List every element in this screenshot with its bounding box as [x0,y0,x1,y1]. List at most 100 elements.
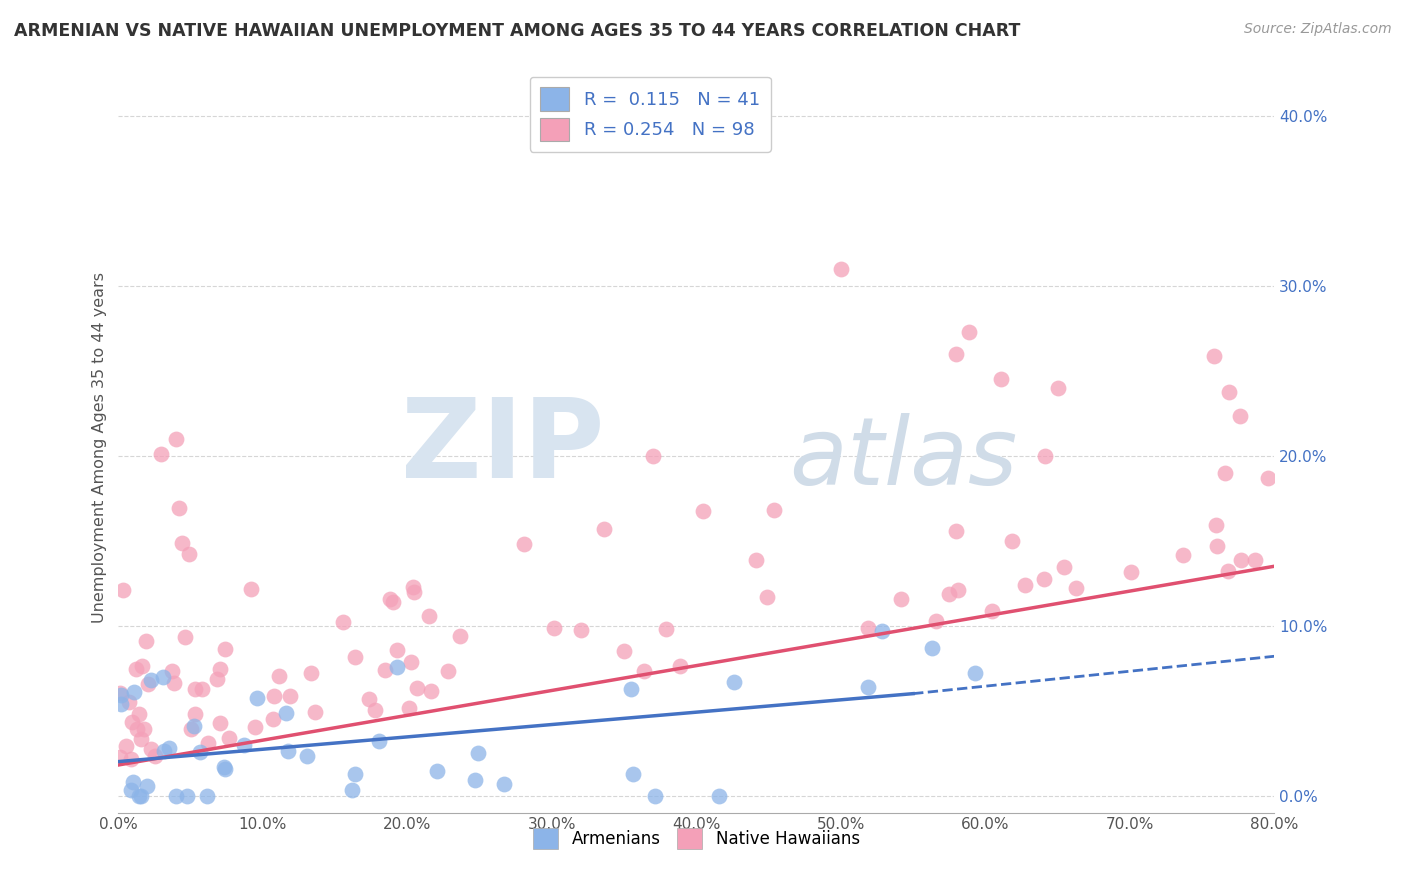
Point [165,789,187,803]
Point [870,624,893,639]
Point [122,685,145,699]
Point [128,707,150,722]
Point [131,659,153,673]
Point [344,649,367,664]
Point [620,681,643,696]
Point [925,614,948,628]
Point [342,782,364,797]
Point [1205,518,1227,533]
Point [1216,564,1239,578]
Point [110,698,132,712]
Point [1244,552,1267,566]
Point [212,760,235,774]
Text: ARMENIAN VS NATIVE HAWAIIAN UNEMPLOYMENT AMONG AGES 35 TO 44 YEARS CORRELATION C: ARMENIAN VS NATIVE HAWAIIAN UNEMPLOYMENT… [14,22,1021,40]
Point [214,762,236,776]
Point [830,262,852,277]
Point [401,580,423,594]
Point [176,789,198,803]
Point [398,701,420,715]
Point [136,677,159,691]
Point [152,670,174,684]
Point [110,686,132,700]
Point [139,741,162,756]
Point [644,789,666,803]
Point [938,587,960,601]
Point [246,690,269,705]
Point [418,609,440,624]
Point [513,537,536,551]
Point [214,642,236,657]
Point [437,664,460,678]
Point [494,777,516,791]
Point [141,673,163,688]
Point [385,660,408,674]
Point [890,592,912,607]
Point [208,662,231,676]
Point [1202,349,1225,363]
Point [426,764,449,778]
Point [111,583,134,598]
Point [420,684,443,698]
Point [205,673,228,687]
Point [965,666,987,681]
Point [208,715,231,730]
Point [633,664,655,678]
Text: Source: ZipAtlas.com: Source: ZipAtlas.com [1244,22,1392,37]
Point [1213,466,1236,480]
Point [332,615,354,629]
Point [243,720,266,734]
Point [858,680,880,694]
Point [654,623,676,637]
Point [344,766,367,780]
Point [278,689,301,703]
Point [402,584,425,599]
Point [108,750,131,764]
Point [669,659,692,673]
Point [191,682,214,697]
Point [269,669,291,683]
Point [1033,572,1056,586]
Text: atlas: atlas [789,413,1017,504]
Point [981,604,1004,618]
Point [1035,449,1057,463]
Point [1171,548,1194,562]
Point [120,751,142,765]
Point [364,703,387,717]
Point [1121,565,1143,579]
Point [707,789,730,803]
Point [1052,560,1074,574]
Point [1000,534,1022,549]
Point [1229,409,1251,423]
Point [856,621,879,635]
Point [756,591,779,605]
Point [135,780,157,794]
Point [120,782,142,797]
Point [378,592,401,607]
Point [304,706,326,720]
Point [262,712,284,726]
Point [1218,385,1240,400]
Point [299,665,322,680]
Point [180,723,202,737]
Point [163,675,186,690]
Point [195,789,218,803]
Point [946,583,969,598]
Point [218,731,240,746]
Point [1064,582,1087,596]
Point [276,744,298,758]
Point [115,739,138,753]
Point [131,732,153,747]
Point [569,623,592,637]
Point [723,675,745,690]
Point [1206,539,1229,553]
Point [179,547,201,561]
Point [157,741,180,756]
Point [382,595,405,609]
Point [762,503,785,517]
Point [405,681,427,696]
Point [745,553,768,567]
Point [1046,381,1069,395]
Point [367,734,389,748]
Point [399,655,422,669]
Point [128,789,150,803]
